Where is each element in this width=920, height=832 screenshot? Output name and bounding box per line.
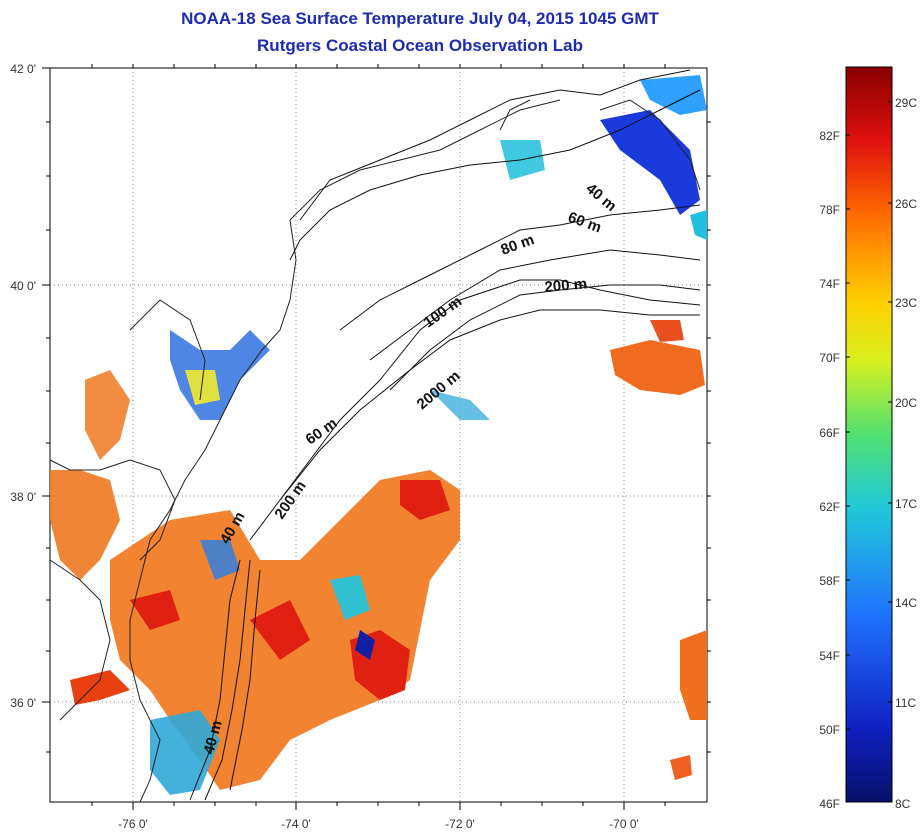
lat-label: 40 0' bbox=[10, 279, 36, 293]
colorbar-c-label: 11C bbox=[895, 696, 916, 710]
colorbar-c-label: 17C bbox=[895, 497, 917, 511]
colorbar-c-label: 14C bbox=[895, 596, 917, 610]
colorbar-f-label: 74F bbox=[819, 277, 840, 291]
colorbar-c-label: 8C bbox=[895, 797, 911, 811]
contour-label: 200 m bbox=[544, 275, 588, 296]
lat-label: 42 0' bbox=[10, 62, 36, 76]
lon-label: -74 0' bbox=[281, 817, 311, 831]
colorbar-c-label: 26C bbox=[895, 197, 917, 211]
lon-label: -72 0' bbox=[445, 817, 475, 831]
map-subtitle: Rutgers Coastal Ocean Observation Lab bbox=[257, 36, 583, 55]
sst-hot-cores bbox=[130, 480, 450, 700]
lon-label: -76 0' bbox=[118, 817, 148, 831]
colorbar-f-label: 66F bbox=[819, 426, 840, 440]
sst-cool-patches bbox=[150, 75, 707, 795]
colorbar-c-label: 29C bbox=[895, 96, 917, 110]
colorbar: 82F 78F 74F 70F 66F 62F 58F 54F 50F 46F … bbox=[819, 66, 917, 811]
colorbar-c-label: 23C bbox=[895, 296, 917, 310]
colorbar-f-label: 58F bbox=[819, 574, 840, 588]
latitude-labels: 42 0' 40 0' 38 0' 36 0' bbox=[10, 62, 36, 710]
map-title: NOAA-18 Sea Surface Temperature July 04,… bbox=[181, 9, 659, 28]
bathymetry-contours bbox=[189, 69, 701, 801]
colorbar-f-label: 78F bbox=[819, 203, 840, 217]
colorbar-f-label: 54F bbox=[819, 649, 840, 663]
colorbar-f-label: 50F bbox=[819, 723, 840, 737]
tick-marks bbox=[42, 64, 711, 810]
lon-label: -70 0' bbox=[609, 817, 639, 831]
colorbar-f-label: 82F bbox=[819, 129, 840, 143]
colorbar-f-label: 46F bbox=[819, 797, 840, 811]
lat-label: 38 0' bbox=[10, 490, 36, 504]
colorbar-f-label: 62F bbox=[819, 500, 840, 514]
lat-label: 36 0' bbox=[10, 696, 36, 710]
longitude-labels: -76 0' -74 0' -72 0' -70 0' bbox=[118, 817, 639, 831]
coastline bbox=[49, 99, 701, 803]
colorbar-c-label: 20C bbox=[895, 396, 917, 410]
colorbar-f-label: 70F bbox=[819, 351, 840, 365]
